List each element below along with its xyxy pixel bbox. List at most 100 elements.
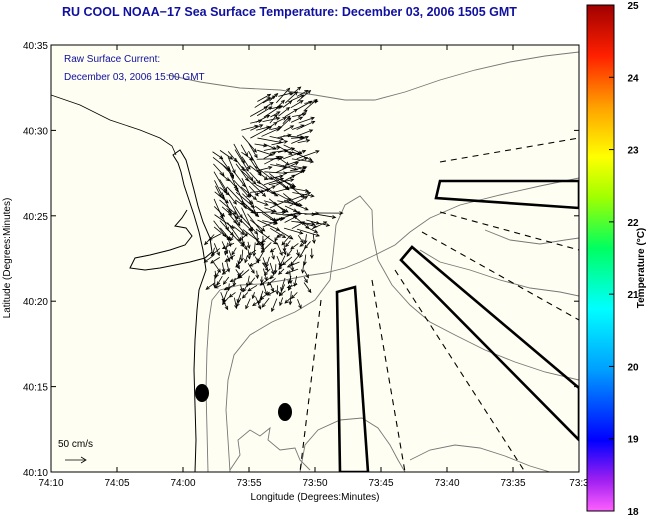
current-vector: [286, 249, 293, 257]
current-vector-head: [255, 274, 260, 280]
current-vector-head: [279, 136, 285, 141]
current-vector: [261, 235, 270, 243]
current-vector: [222, 270, 228, 275]
current-vector-head: [204, 241, 209, 246]
current-vector-head: [286, 284, 292, 289]
current-vector: [252, 292, 255, 299]
current-vector: [296, 129, 313, 137]
current-vector: [297, 299, 302, 309]
current-vector: [219, 150, 233, 160]
current-vector: [235, 199, 255, 214]
current-vector: [248, 249, 257, 256]
current-vector: [283, 135, 303, 138]
current-vector: [264, 268, 271, 276]
current-vector-head: [236, 265, 240, 270]
current-vector-head: [299, 242, 304, 247]
current-vector-head: [252, 302, 257, 307]
current-vector: [283, 248, 287, 255]
current-vector: [298, 117, 315, 124]
current-vector-head: [248, 262, 254, 267]
current-vector: [221, 262, 225, 273]
current-vector: [219, 156, 230, 171]
current-vector: [284, 215, 298, 223]
current-vector-head: [288, 91, 294, 96]
current-vector-head: [301, 269, 305, 274]
current-vector: [233, 226, 245, 235]
current-vector: [304, 270, 309, 278]
current-vector-head: [286, 87, 291, 92]
current-vector: [249, 219, 265, 232]
current-vector-head: [290, 147, 296, 151]
current-vector-head: [315, 233, 320, 237]
current-vector: [222, 297, 230, 305]
current-vector: [254, 97, 271, 108]
current-vector-head: [252, 196, 258, 201]
current-vector: [221, 192, 232, 214]
current-vector-head: [313, 229, 319, 233]
current-vector-head: [259, 124, 264, 128]
current-vector: [214, 180, 225, 199]
current-vector-head: [263, 271, 268, 276]
current-vector: [256, 106, 272, 117]
colorbar-label: Temperature (°C): [636, 228, 647, 309]
current-vector-head: [267, 126, 273, 130]
current-vector-head: [290, 245, 295, 250]
current-vector: [222, 290, 228, 303]
current-vector-head: [283, 171, 288, 176]
current-vector: [215, 270, 220, 278]
current-vector: [239, 233, 249, 241]
current-vector-head: [301, 149, 307, 154]
current-vector-head: [273, 240, 278, 245]
current-vector: [297, 109, 308, 118]
current-vector-head: [258, 119, 263, 124]
map-title: RU COOL NOAA−17 Sea Surface Temperature:…: [62, 5, 517, 19]
current-vector: [204, 255, 214, 263]
current-vector-head: [238, 236, 243, 241]
current-vector: [241, 249, 244, 262]
current-vector-head: [298, 304, 302, 309]
current-vector: [263, 146, 281, 151]
x-tick-label: 73:55: [236, 478, 261, 489]
current-vector-head: [227, 242, 232, 248]
current-vector: [277, 134, 292, 139]
current-vector: [287, 283, 298, 288]
coastline: [129, 149, 213, 472]
bathymetry-contour: [229, 426, 311, 471]
current-vector: [263, 178, 284, 186]
current-vector-head: [323, 221, 328, 225]
current-vector-head: [264, 266, 269, 272]
current-vector: [233, 213, 241, 226]
current-vector: [303, 276, 308, 283]
current-vector-head: [275, 227, 281, 231]
current-vector: [248, 150, 262, 174]
current-vector: [284, 205, 297, 212]
current-vector-head: [284, 208, 289, 213]
colorbar-tick-label: 18: [627, 507, 639, 518]
current-vector-head: [293, 282, 298, 287]
current-vector: [285, 240, 291, 247]
current-vector-head: [279, 177, 285, 182]
current-vector-head: [263, 106, 269, 110]
current-vector-head: [243, 246, 248, 251]
current-vector: [302, 262, 305, 273]
current-vector-head: [299, 100, 304, 104]
current-vector: [270, 211, 286, 215]
current-vector: [255, 228, 278, 245]
current-vector: [282, 115, 291, 124]
current-vector-head: [270, 288, 275, 293]
current-vector-head: [252, 252, 257, 257]
current-vector: [216, 276, 223, 286]
current-vector-head: [300, 239, 304, 244]
current-vector-head: [279, 251, 283, 257]
current-vector-head: [240, 231, 245, 236]
current-vector: [296, 90, 311, 102]
current-vector-head: [212, 283, 217, 289]
current-vector-head: [283, 140, 289, 144]
current-vector: [213, 163, 225, 176]
current-vector: [240, 186, 257, 200]
current-vector-head: [241, 241, 245, 246]
current-vector-head: [279, 301, 283, 307]
current-vector: [269, 114, 278, 124]
current-vector-head: [243, 232, 248, 237]
current-vector-head: [275, 290, 280, 296]
